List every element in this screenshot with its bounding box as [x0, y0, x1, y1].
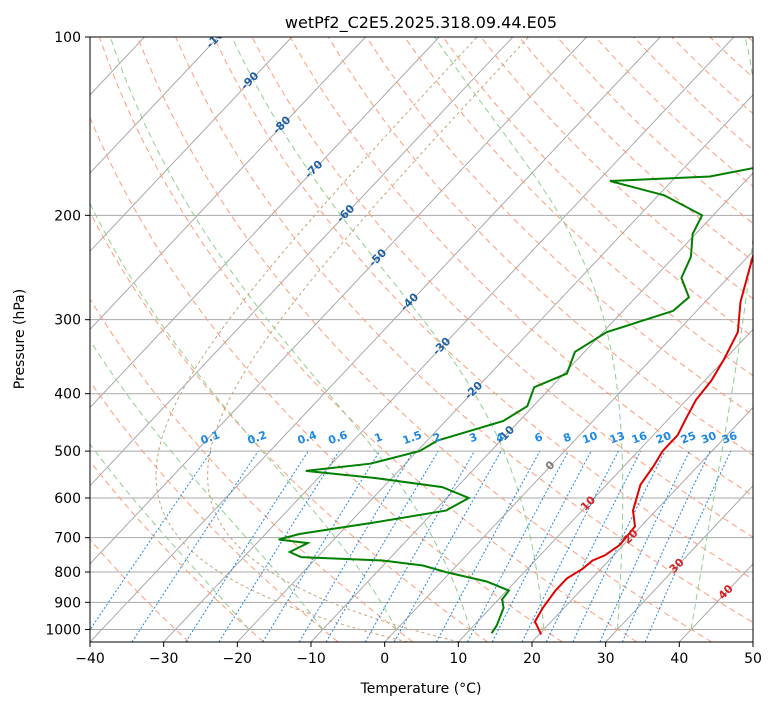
- isotherm-line: [531, 406, 753, 642]
- dry-adiabat: [90, 298, 414, 642]
- dendritic-curve: [155, 37, 478, 642]
- mixing-ratio-label: 2: [431, 430, 443, 445]
- dendritic-curve: [207, 37, 530, 642]
- y-tick-label: 800: [54, 565, 81, 581]
- moist-adiabat: [109, 37, 471, 630]
- x-tick-label: 40: [670, 651, 688, 667]
- dry-adiabat: [289, 37, 753, 497]
- mixing-ratio-line: [435, 450, 541, 642]
- isotherm-line: [90, 37, 440, 409]
- y-axis-title: Pressure (hPa): [12, 289, 28, 389]
- moist-adiabat: [90, 202, 397, 630]
- x-tick-label: 10: [449, 651, 467, 667]
- series-lines: [278, 167, 753, 635]
- moist-adiabat: [231, 37, 545, 630]
- dry-adiabat: [251, 37, 753, 538]
- mixing-ratio-label: 6: [533, 430, 545, 445]
- mixing-ratio-line: [131, 450, 259, 642]
- mixing-ratio-label: 0.1: [199, 428, 222, 447]
- mixing-ratio-line: [185, 450, 309, 642]
- dry-adiabat: [98, 37, 638, 642]
- mixing-ratio-label: 0.6: [327, 428, 350, 447]
- mixing-ratio-line: [644, 450, 732, 642]
- background-lines: [90, 37, 753, 642]
- y-axis: 100 200 300 400 500 600 700 800 900 1000: [45, 30, 90, 638]
- mixing-ratio-label: 0.2: [246, 428, 269, 447]
- isotherm-line: [384, 250, 753, 642]
- isotherm-line: [90, 37, 587, 565]
- mixing-ratio-line: [491, 450, 592, 642]
- moist-adiabat: [434, 37, 624, 630]
- mixing-ratio-label: 30: [699, 429, 718, 447]
- dry-adiabat: [175, 37, 753, 624]
- x-tick-label: 20: [523, 651, 541, 667]
- mixing-ratio-label: 3: [467, 430, 479, 445]
- y-tick-label: 1000: [45, 622, 81, 638]
- moist-adiabat: [90, 339, 324, 630]
- y-tick-label: 200: [54, 208, 81, 224]
- x-tick-label: 0: [380, 651, 389, 667]
- isotherm-line: [90, 37, 514, 487]
- isotherm-line: [90, 37, 293, 252]
- mixing-ratio-line: [621, 450, 711, 642]
- mixing-ratio-label: 13: [608, 429, 627, 446]
- mixing-ratio-line: [393, 450, 502, 642]
- isotherm-line: [236, 94, 753, 642]
- plot-area: -100-90-80-70-60-50-40-30-20-10010203040…: [90, 37, 753, 642]
- mixing-ratio-line: [262, 450, 381, 642]
- x-tick-label: −10: [296, 651, 326, 667]
- mixing-ratio-line: [218, 450, 340, 642]
- x-tick-label: 50: [744, 651, 762, 667]
- x-tick-label: −20: [223, 651, 253, 667]
- x-tick-label: −40: [75, 651, 105, 667]
- mixing-ratio-label: 0.4: [296, 428, 319, 447]
- y-tick-label: 900: [54, 595, 81, 611]
- dewpoint-line: [278, 167, 753, 634]
- moist-adiabat: [90, 443, 250, 630]
- mixing-ratio-line: [467, 450, 569, 642]
- mixing-ratio-label: 10: [581, 429, 600, 447]
- x-tick-label: −30: [149, 651, 179, 667]
- mixing-ratio-line: [90, 450, 212, 631]
- mixing-ratio-label: 16: [630, 429, 649, 447]
- mixing-ratio-line: [521, 450, 619, 642]
- dry-adiabat: [366, 37, 753, 416]
- dry-adiabat: [137, 37, 712, 642]
- mixing-ratio-line: [572, 450, 666, 642]
- mixing-ratio-line: [545, 450, 642, 642]
- temperature-line: [533, 252, 753, 635]
- mixing-ratio-label: 1: [373, 430, 385, 445]
- mixing-ratio-label: 8: [561, 430, 573, 445]
- y-tick-label: 600: [54, 491, 81, 507]
- x-axis: −40 −30 −20 −10 0 10 20 30 40 50: [75, 642, 762, 667]
- mixing-ratio-label: 1.5: [401, 428, 424, 447]
- y-tick-label: 300: [54, 313, 81, 329]
- mixing-ratio-labels: 0.1 0.2 0.4 0.6 1 1.5 2 3 4 6 8 10 13 16 20 25 30 36: [199, 428, 739, 447]
- x-axis-title: Temperature (°C): [360, 681, 482, 697]
- x-tick-label: 30: [597, 651, 615, 667]
- dry-adiabat: [90, 460, 264, 642]
- y-tick-label: 700: [54, 531, 81, 547]
- y-tick-label: 500: [54, 444, 81, 460]
- mixing-ratio-label: 20: [654, 429, 673, 447]
- mixing-ratio-label: 36: [720, 429, 739, 447]
- dry-adiabat: [90, 538, 190, 642]
- isotherm-line: [457, 328, 753, 642]
- isotherm-line: [90, 37, 661, 642]
- y-tick-label: 400: [54, 387, 81, 403]
- mixing-ratio-label: 4: [494, 430, 506, 445]
- isotherm-line: [90, 37, 219, 174]
- mixing-ratio-line: [599, 450, 691, 642]
- mixing-ratio-label: 25: [679, 429, 698, 446]
- dry-adiabat: [327, 37, 753, 456]
- isotherm-line: [163, 37, 735, 642]
- dry-adiabat: [90, 211, 488, 642]
- chart-title: wetPf2_C2E5.2025.318.09.44.E05: [285, 13, 557, 33]
- plot-frame: [89, 36, 754, 643]
- y-tick-label: 100: [54, 30, 81, 46]
- isotherm-line: [605, 484, 753, 642]
- dry-adiabat: [213, 37, 753, 581]
- isotherm-line: [90, 37, 366, 331]
